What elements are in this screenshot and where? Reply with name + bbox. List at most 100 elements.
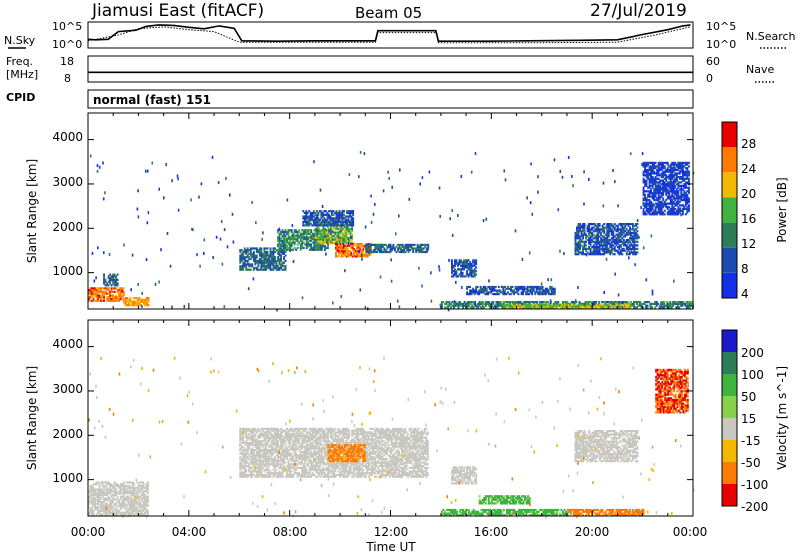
power-cell	[319, 222, 322, 225]
power-cell	[460, 271, 462, 274]
power-cell	[278, 236, 281, 239]
power-cell	[672, 184, 675, 187]
power-cell	[280, 232, 282, 235]
power-cell	[674, 174, 677, 177]
power-cell	[351, 250, 354, 253]
power-cell	[574, 237, 577, 240]
power-cell	[351, 248, 354, 251]
power-cell	[603, 305, 606, 308]
power-cell	[305, 210, 308, 213]
power-cell	[317, 242, 320, 245]
power-cell	[686, 163, 689, 166]
power-speck	[602, 181, 605, 185]
power-cell	[341, 211, 344, 215]
power-cell	[123, 300, 126, 303]
power-cell	[472, 291, 475, 294]
power-cell	[277, 238, 279, 241]
velocity-cell	[137, 486, 140, 489]
power-cell	[613, 301, 616, 304]
power-cell	[511, 291, 514, 294]
power-cell	[629, 240, 631, 243]
power-speck	[567, 156, 570, 159]
power-cell	[343, 213, 345, 216]
power-cell	[574, 242, 577, 245]
power-cell	[115, 275, 118, 278]
power-cell	[531, 287, 534, 290]
power-cell	[605, 305, 608, 308]
power-cell	[683, 174, 686, 177]
power-cell	[635, 253, 637, 256]
power-cell	[624, 235, 627, 238]
power-cell	[632, 231, 634, 234]
power-cell	[615, 242, 618, 245]
power-cell	[322, 242, 325, 245]
velocity-cell	[242, 452, 245, 455]
power-cell	[304, 238, 307, 241]
velocity-cell	[147, 499, 149, 502]
velocity-cell	[112, 497, 115, 500]
power-cell	[654, 183, 657, 186]
power-cell	[482, 285, 485, 289]
power-cell	[239, 265, 242, 268]
power-cell	[332, 210, 335, 213]
power-cell	[579, 251, 581, 254]
velocity-cell	[104, 511, 107, 514]
velocity-cell	[251, 473, 254, 477]
power-cell	[582, 251, 584, 254]
power-cell	[544, 307, 547, 310]
power-cell	[265, 258, 267, 261]
velocity-cell	[101, 495, 104, 498]
power-cell	[606, 223, 609, 226]
power-cell	[325, 219, 327, 222]
velocity-cell	[249, 459, 252, 462]
power-cell	[486, 302, 489, 305]
power-cell	[141, 300, 144, 303]
velocity-cell	[128, 511, 131, 514]
nsky-label: N.Sky	[4, 34, 36, 47]
power-cell	[109, 296, 112, 299]
power-cell	[331, 234, 334, 238]
power-cell	[557, 302, 560, 305]
power-cell	[683, 191, 686, 195]
power-cell	[660, 204, 663, 207]
power-cell	[642, 179, 645, 182]
velocity-cell	[109, 500, 112, 504]
power-cell	[268, 254, 270, 257]
power-cell	[129, 298, 132, 301]
velocity-cell	[127, 499, 130, 502]
power-cell	[320, 242, 323, 245]
velocity-cell	[261, 459, 264, 462]
power-cell	[311, 238, 314, 241]
power-cell	[635, 251, 637, 254]
power-speck	[605, 248, 607, 252]
power-cell	[103, 297, 105, 301]
power-cell	[359, 251, 362, 254]
power-cell	[116, 282, 119, 285]
power-cell	[284, 241, 287, 244]
power-cell	[597, 253, 600, 256]
power-cell	[281, 248, 284, 251]
power-speck	[559, 249, 561, 253]
power-cell	[495, 302, 498, 305]
power-cell	[659, 163, 662, 166]
power-cell	[651, 170, 654, 173]
velocity-cell	[107, 490, 110, 493]
power-cell	[671, 181, 674, 184]
power-speck	[537, 175, 539, 179]
power-speck	[137, 283, 139, 286]
power-cell	[653, 188, 656, 191]
power-cell	[103, 292, 105, 295]
velocity-cell	[133, 508, 136, 511]
power-cell	[344, 242, 346, 246]
power-cell	[103, 290, 105, 293]
power-cell	[334, 224, 337, 227]
power-cell	[543, 289, 546, 292]
power-cell	[307, 245, 310, 248]
power-cell	[341, 246, 343, 249]
power-cell	[683, 195, 686, 198]
velocity-cell	[140, 513, 143, 516]
power-cell	[268, 266, 270, 270]
power-cell	[513, 289, 515, 292]
power-cell	[122, 294, 125, 297]
velocity-cell	[239, 434, 242, 438]
